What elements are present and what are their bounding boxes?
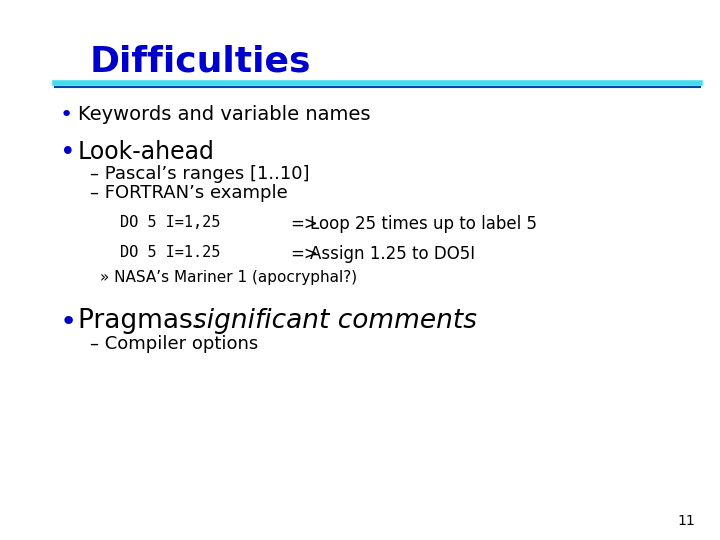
Text: Look-ahead: Look-ahead (78, 140, 215, 164)
Text: 11: 11 (678, 514, 695, 528)
Text: Difficulties: Difficulties (90, 45, 312, 79)
Text: » NASA’s Mariner 1 (apocryphal?): » NASA’s Mariner 1 (apocryphal?) (100, 270, 357, 285)
Text: DO 5 I=1.25: DO 5 I=1.25 (120, 245, 220, 260)
Text: – FORTRAN’s example: – FORTRAN’s example (90, 184, 288, 202)
Text: – Pascal’s ranges [1..10]: – Pascal’s ranges [1..10] (90, 165, 310, 183)
Text: =>: => (290, 215, 318, 233)
Text: – Compiler options: – Compiler options (90, 335, 258, 353)
Text: •: • (60, 308, 77, 336)
Text: Keywords and variable names: Keywords and variable names (78, 105, 371, 124)
Text: Loop 25 times up to label 5: Loop 25 times up to label 5 (310, 215, 537, 233)
Text: significant comments: significant comments (193, 308, 477, 334)
Text: •: • (60, 105, 73, 125)
Text: DO 5 I=1,25: DO 5 I=1,25 (120, 215, 220, 230)
Text: Assign 1.25 to DO5I: Assign 1.25 to DO5I (310, 245, 475, 263)
Text: =>: => (290, 245, 318, 263)
Text: •: • (60, 140, 76, 166)
Text: Pragmas:: Pragmas: (78, 308, 210, 334)
